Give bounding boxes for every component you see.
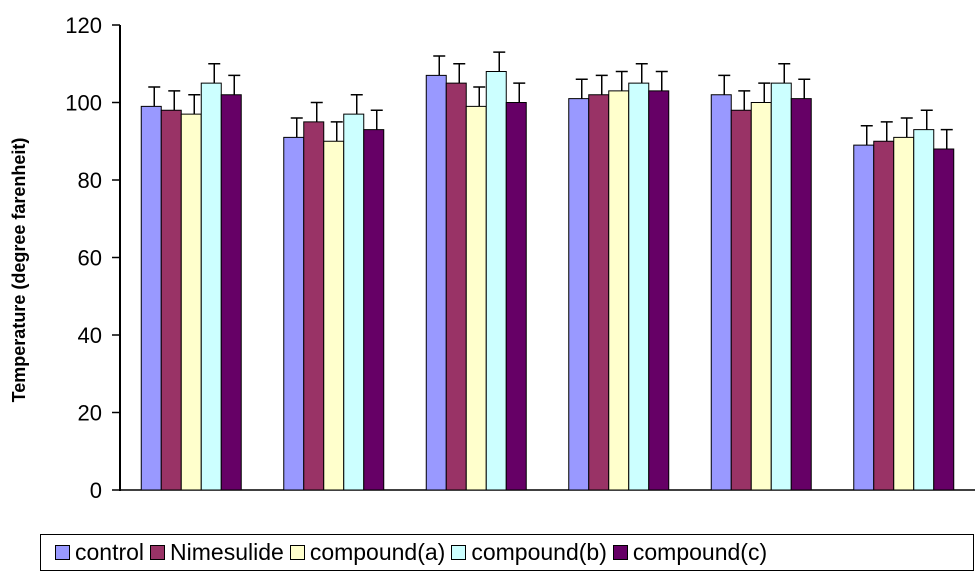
bar — [853, 144, 875, 491]
bar — [628, 82, 650, 491]
bar — [485, 71, 507, 491]
y-tick-label: 60 — [78, 246, 102, 271]
y-tick-label: 0 — [90, 478, 102, 503]
bar — [283, 136, 305, 491]
y-tick-label: 120 — [65, 13, 102, 38]
bar — [750, 102, 772, 491]
bar — [445, 82, 467, 491]
bar — [770, 82, 792, 491]
legend-item: compound(c) — [612, 539, 768, 566]
bar — [893, 136, 915, 491]
bar — [425, 74, 447, 491]
bar — [363, 129, 385, 491]
bar — [588, 94, 610, 491]
legend-item: compound(a) — [289, 539, 446, 566]
bar — [465, 105, 487, 491]
legend-swatch — [612, 545, 628, 560]
bar — [200, 82, 222, 491]
legend-item: Nimesulide — [150, 539, 284, 566]
bar — [323, 140, 345, 491]
bar — [160, 109, 182, 491]
y-axis-title: Temperature (degree farenheit) — [9, 138, 29, 403]
bar — [343, 113, 365, 491]
bar — [140, 105, 162, 491]
legend-swatch — [451, 545, 467, 560]
bar — [790, 98, 812, 491]
legend-label: Nimesulide — [170, 539, 284, 565]
bar — [505, 102, 527, 491]
legend-label: control — [75, 539, 145, 565]
bar — [303, 121, 325, 491]
bar — [608, 90, 630, 491]
legend-label: compound(c) — [632, 539, 768, 565]
legend-swatch — [289, 545, 305, 560]
legend-label: compound(a) — [309, 539, 446, 565]
bar — [730, 109, 752, 491]
legend-swatch — [55, 545, 70, 560]
legend-item: control — [55, 539, 144, 566]
bar — [933, 148, 955, 491]
y-tick-label: 40 — [78, 323, 102, 348]
bar — [180, 113, 202, 491]
bar — [913, 129, 935, 491]
bar — [710, 94, 732, 491]
error-bars — [148, 51, 953, 149]
bar — [873, 140, 895, 491]
legend-label: compound(b) — [471, 539, 607, 565]
legend-item: compound(b) — [451, 539, 607, 566]
bars — [140, 71, 955, 491]
y-tick-label: 100 — [65, 91, 102, 116]
bar — [568, 98, 590, 491]
bar — [648, 90, 670, 491]
legend-swatch — [150, 545, 166, 560]
legend: control Nimesulide compound(a) compound(b) c… — [40, 534, 974, 571]
y-tick-label: 20 — [78, 401, 102, 426]
y-tick-label: 80 — [78, 168, 102, 193]
y-axis: 0 20 40 60 80 100 120 — [65, 13, 975, 503]
bar — [220, 94, 242, 491]
